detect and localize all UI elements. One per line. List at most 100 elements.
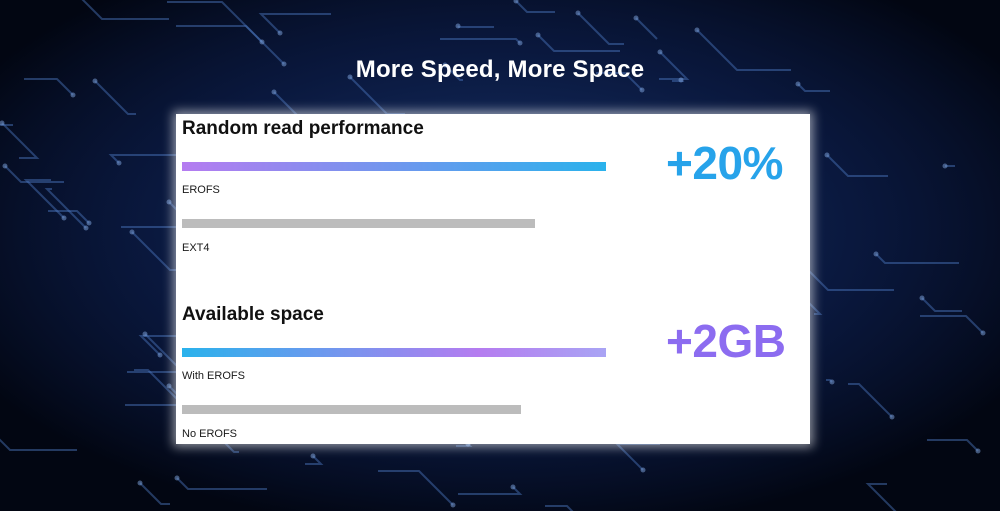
circuit-pad (657, 49, 663, 55)
ext4-read-label: EXT4 (182, 242, 210, 254)
circuit-trace (134, 369, 186, 408)
circuit-trace (176, 25, 285, 65)
circuit-pad (980, 330, 986, 336)
circuit-pad (975, 448, 981, 454)
circuit-trace (0, 438, 77, 451)
circuit-trace (108, 154, 186, 164)
circuit-pad (2, 163, 8, 169)
circuit-trace (545, 505, 574, 511)
circuit-trace (614, 443, 660, 471)
circuit-pad (694, 27, 700, 33)
circuit-trace (48, 210, 90, 224)
circuit-pad (517, 40, 523, 46)
circuit-pad (450, 502, 456, 508)
circuit-trace (848, 383, 893, 418)
circuit-trace (515, 0, 555, 13)
circuit-pad (61, 215, 67, 221)
circuit-trace (176, 477, 267, 490)
circuit-pad (271, 89, 277, 95)
circuit-pad (942, 163, 948, 169)
circuit-pad (277, 30, 283, 36)
circuit-trace (23, 179, 65, 219)
erofs-read-bar (182, 162, 606, 171)
circuit-pad (157, 352, 163, 358)
circuit-trace (458, 486, 523, 495)
circuit-pad (92, 78, 98, 84)
circuit-trace (258, 13, 331, 34)
circuit-pad (142, 331, 148, 337)
no-erofs-space-bar (182, 405, 521, 414)
circuit-pad (259, 39, 265, 45)
circuit-trace (138, 335, 184, 356)
circuit-pad (795, 81, 801, 87)
read-performance-section: Random read performance EROFS EXT4 +20% (176, 118, 810, 268)
circuit-trace (444, 64, 463, 81)
circuit-trace (44, 188, 87, 229)
circuit-pad (678, 77, 684, 83)
circuit-pad (535, 32, 541, 38)
available-space-highlight: +2GB (666, 315, 786, 367)
circuit-pad (281, 61, 287, 67)
circuit-trace (577, 12, 624, 45)
circuit-trace (139, 482, 170, 505)
circuit-trace (920, 315, 984, 334)
circuit-pad (889, 414, 895, 420)
circuit-pad (137, 480, 143, 486)
circuit-trace (826, 154, 888, 177)
circuit-trace (800, 262, 894, 291)
circuit-pad (633, 15, 639, 21)
ext4-read-bar (182, 219, 535, 228)
circuit-trace (537, 34, 620, 52)
circuit-trace (305, 455, 324, 465)
circuit-pad (513, 0, 519, 4)
read-performance-highlight: +20% (666, 137, 783, 189)
circuit-pad (575, 10, 581, 16)
circuit-pad (639, 87, 645, 93)
circuit-pad (919, 295, 925, 301)
no-erofs-space-label: No EROFS (182, 428, 238, 440)
circuit-pad (129, 229, 135, 235)
erofs-read-label: EROFS (182, 184, 220, 196)
circuit-pad (166, 383, 172, 389)
circuit-pad (640, 467, 646, 473)
circuit-trace (921, 297, 962, 312)
circuit-trace (865, 483, 897, 511)
circuit-pad (310, 453, 316, 459)
circuit-trace (1, 122, 40, 159)
circuit-trace (659, 51, 690, 80)
comparison-panel: Random read performance EROFS EXT4 +20% … (176, 114, 810, 444)
circuit-trace (457, 25, 494, 28)
available-space-title: Available space (182, 304, 324, 325)
circuit-pad (83, 225, 89, 231)
circuit-trace (797, 83, 830, 92)
circuit-trace (875, 253, 959, 264)
with-erofs-space-bar (182, 348, 606, 357)
page-title: More Speed, More Space (355, 56, 645, 83)
circuit-trace (596, 72, 643, 91)
circuit-pad (829, 379, 835, 385)
circuit-pad (0, 120, 5, 126)
available-space-section: Available space With EROFS No EROFS +2GB (176, 304, 810, 444)
circuit-pad (174, 475, 180, 481)
circuit-pad (873, 251, 879, 257)
read-performance-title: Random read performance (182, 118, 424, 139)
circuit-trace (167, 1, 263, 43)
circuit-pad (166, 199, 172, 205)
circuit-trace (696, 29, 791, 71)
circuit-trace (927, 439, 979, 452)
circuit-pad (442, 62, 448, 68)
circuit-pad (347, 74, 353, 80)
circuit-pad (70, 92, 76, 98)
circuit-pad (86, 220, 92, 226)
circuit-pad (116, 160, 122, 166)
circuit-pad (510, 484, 516, 490)
with-erofs-space-label: With EROFS (182, 370, 245, 382)
circuit-pad (455, 23, 461, 29)
circuit-trace (94, 80, 136, 115)
circuit-trace (81, 0, 169, 20)
circuit-trace (4, 165, 64, 183)
circuit-pad (824, 152, 830, 158)
circuit-trace (635, 17, 658, 40)
circuit-trace (378, 470, 454, 506)
circuit-trace (24, 78, 74, 96)
